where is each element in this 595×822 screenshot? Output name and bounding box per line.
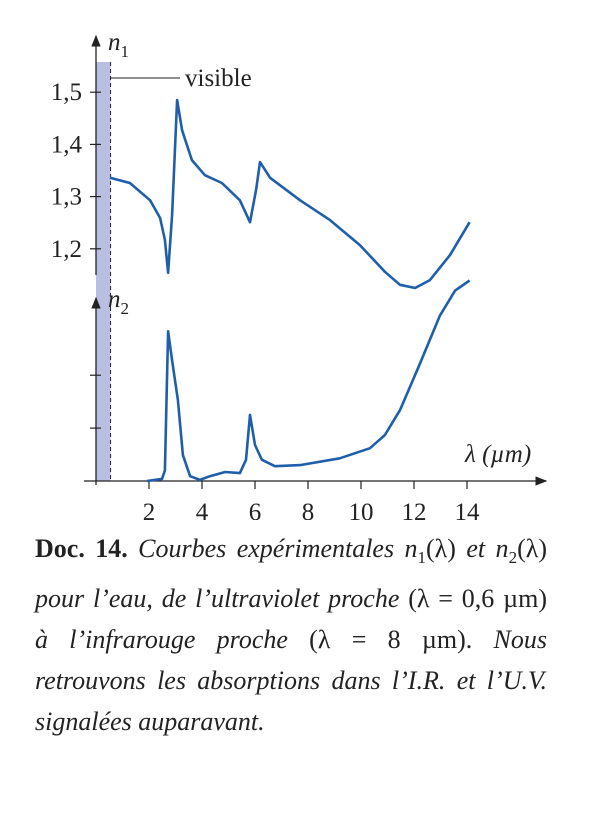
caption-text: (λ) [517, 534, 547, 563]
x-tick-label: 4 [196, 499, 209, 520]
y-tick-label: 1,3 [51, 184, 82, 211]
x-label: λ (µm) [464, 441, 531, 468]
y-label: n2 [108, 286, 129, 318]
caption-text: Courbes expérimentales n [138, 534, 418, 563]
caption-text: pour l’eau, de l’ultraviolet proche [35, 584, 400, 614]
x-tick-label: 12 [402, 499, 427, 520]
curve [146, 279, 471, 483]
caption-text: (λ = 0,6 µm) [408, 584, 548, 614]
y-label: n1 [108, 29, 129, 61]
caption-text: 2 [508, 548, 518, 568]
x-tick-label: 6 [249, 499, 262, 520]
y-tick-label: 1,4 [51, 131, 83, 158]
caption-text: à l’infrarouge proche [35, 625, 288, 655]
caption-text: (λ) [426, 534, 456, 563]
x-tick-label: 2 [143, 499, 156, 520]
y-tick-label: 1,2 [51, 236, 82, 263]
x-tick-label: 14 [455, 499, 481, 520]
caption-text: (λ = 8 µm). [309, 625, 473, 655]
caption-text: Nous retrouvons les absorptions dans l’I… [35, 625, 547, 737]
curve [109, 98, 471, 290]
y-tick-label: 1,5 [51, 79, 82, 106]
caption-text: 1 [417, 548, 427, 568]
visible-band [96, 62, 111, 481]
x-tick-label: 10 [349, 499, 374, 520]
caption: Doc. 14. Courbes expérimentales n1(λ) et… [35, 528, 547, 742]
caption-label: Doc. 14. [35, 534, 128, 563]
caption-text: et n [466, 534, 509, 563]
chart: n1 n2 λ (µm) visible 1,5 1,4 1,3 1,2 2 4 6 8 10 1… [51, 29, 548, 520]
annotation: visible [185, 65, 252, 92]
x-tick-label: 8 [302, 499, 315, 520]
